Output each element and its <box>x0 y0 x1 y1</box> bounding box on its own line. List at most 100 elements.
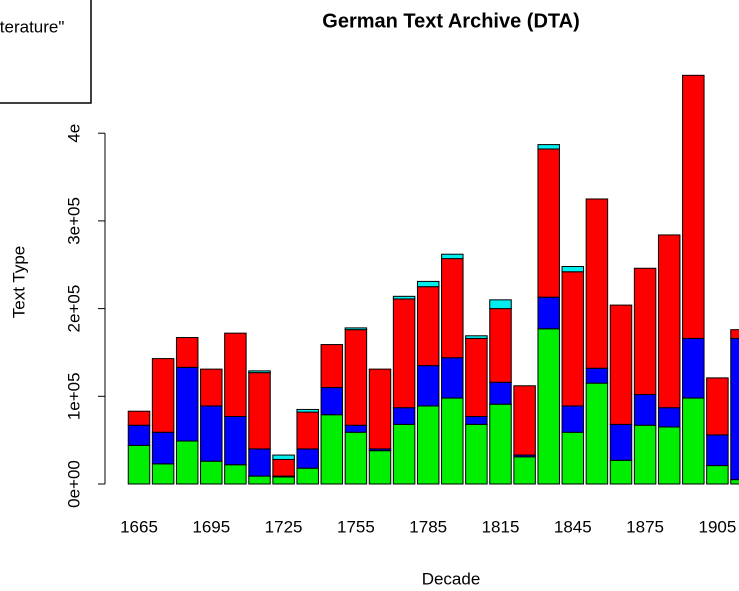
bar-segment <box>416 365 440 407</box>
bar-segment <box>296 411 319 450</box>
bar-segment <box>657 407 681 428</box>
bar-segment <box>513 456 536 485</box>
bar-segment <box>730 329 739 339</box>
bar-segment <box>151 463 175 485</box>
bar-segment <box>296 408 319 413</box>
bar-segment <box>392 423 416 485</box>
bar-segment <box>344 327 368 331</box>
bar-segment <box>609 459 633 485</box>
y-axis-label: Text Type <box>9 246 28 318</box>
bar-segment <box>633 424 657 485</box>
bar-segment <box>200 368 223 407</box>
bar-segment <box>682 337 705 399</box>
bar-segment <box>224 464 247 485</box>
bar-segment <box>248 370 271 374</box>
bar-segment <box>585 367 609 384</box>
bar-segment <box>489 403 512 485</box>
bar-segment <box>585 382 609 485</box>
bar-segment <box>127 424 151 446</box>
bar-segment <box>392 298 416 409</box>
bar-segment <box>175 440 199 485</box>
bar-segment <box>537 328 560 485</box>
x-tick-label: 1695 <box>192 517 230 536</box>
bar-segment <box>392 407 416 425</box>
bar-segment <box>489 308 512 383</box>
bar-segment <box>416 286 440 367</box>
x-tick-label: 1815 <box>482 517 520 536</box>
bar-segment <box>489 381 512 405</box>
bar-segment <box>513 385 536 456</box>
bar-segment <box>320 414 344 485</box>
bar-segment <box>175 337 199 368</box>
x-tick-label: 1755 <box>337 517 375 536</box>
bar-segment <box>706 465 729 485</box>
x-axis-label: Decade <box>422 569 481 588</box>
bar-segment <box>344 424 368 433</box>
legend-text: iterature" <box>0 17 64 36</box>
bar-segment <box>537 144 560 150</box>
bar-segment <box>633 267 657 396</box>
bar-segment <box>344 329 368 426</box>
bar-segment <box>682 74 705 339</box>
bar-segment <box>248 475 271 485</box>
bar-segment <box>127 444 151 485</box>
bar-segment <box>441 357 464 399</box>
bar-segment <box>561 405 585 433</box>
bar-segment <box>706 434 729 467</box>
bar-segment <box>441 397 464 485</box>
bar-segment <box>248 372 271 450</box>
legend-box <box>0 0 92 104</box>
bar-segment <box>441 258 464 359</box>
bar-segment <box>609 423 633 461</box>
x-tick-label: 1725 <box>265 517 303 536</box>
bar-segment <box>657 426 681 485</box>
x-tick-label: 1875 <box>626 517 664 536</box>
bar-segment <box>200 405 223 462</box>
y-tick-label: 4e <box>64 124 83 143</box>
bar-segment <box>151 431 175 465</box>
y-tick-label: 3e+05 <box>64 197 83 245</box>
bar-segment <box>657 234 681 409</box>
bar-segment <box>320 387 344 416</box>
bar-segment <box>465 335 488 339</box>
bar-segment <box>730 337 739 481</box>
x-tick-label: 1905 <box>698 517 736 536</box>
bar-segment <box>706 377 729 436</box>
bar-segment <box>416 405 440 485</box>
bar-segment <box>537 296 560 330</box>
bar-segment <box>272 458 295 477</box>
bar-segment <box>248 448 271 477</box>
bar-segment <box>561 431 585 485</box>
bar-segment <box>175 366 199 442</box>
y-tick-label: 0e+00 <box>64 460 83 508</box>
y-tick-label: 1e+05 <box>64 372 83 420</box>
y-tick-label: 2e+05 <box>64 285 83 333</box>
bar-segment <box>151 358 175 433</box>
bar-segment <box>368 368 392 450</box>
bar-segment <box>296 467 319 485</box>
bar-segment <box>320 344 344 389</box>
bar-segment <box>416 280 440 288</box>
x-tick-label: 1665 <box>120 517 158 536</box>
bar-segment <box>561 271 585 407</box>
bar-segment <box>489 299 512 310</box>
bar-segment <box>200 460 223 485</box>
bar-segment <box>465 415 488 425</box>
chart-title: German Text Archive (DTA) <box>322 10 579 32</box>
bar-segment <box>224 415 247 466</box>
bar-segment <box>296 448 319 469</box>
bar-segment <box>344 431 368 485</box>
bar-segment <box>465 337 488 417</box>
bar-segment <box>465 423 488 485</box>
bar-segment <box>272 476 295 485</box>
bar-segment <box>561 266 585 273</box>
x-tick-label: 1785 <box>409 517 447 536</box>
bar-segment <box>537 148 560 298</box>
bar-segment <box>633 394 657 426</box>
bar-segment <box>272 454 295 460</box>
bar-segment <box>368 450 392 485</box>
bar-segment <box>392 295 416 300</box>
bar-segment <box>609 304 633 425</box>
x-tick-label: 1845 <box>554 517 592 536</box>
